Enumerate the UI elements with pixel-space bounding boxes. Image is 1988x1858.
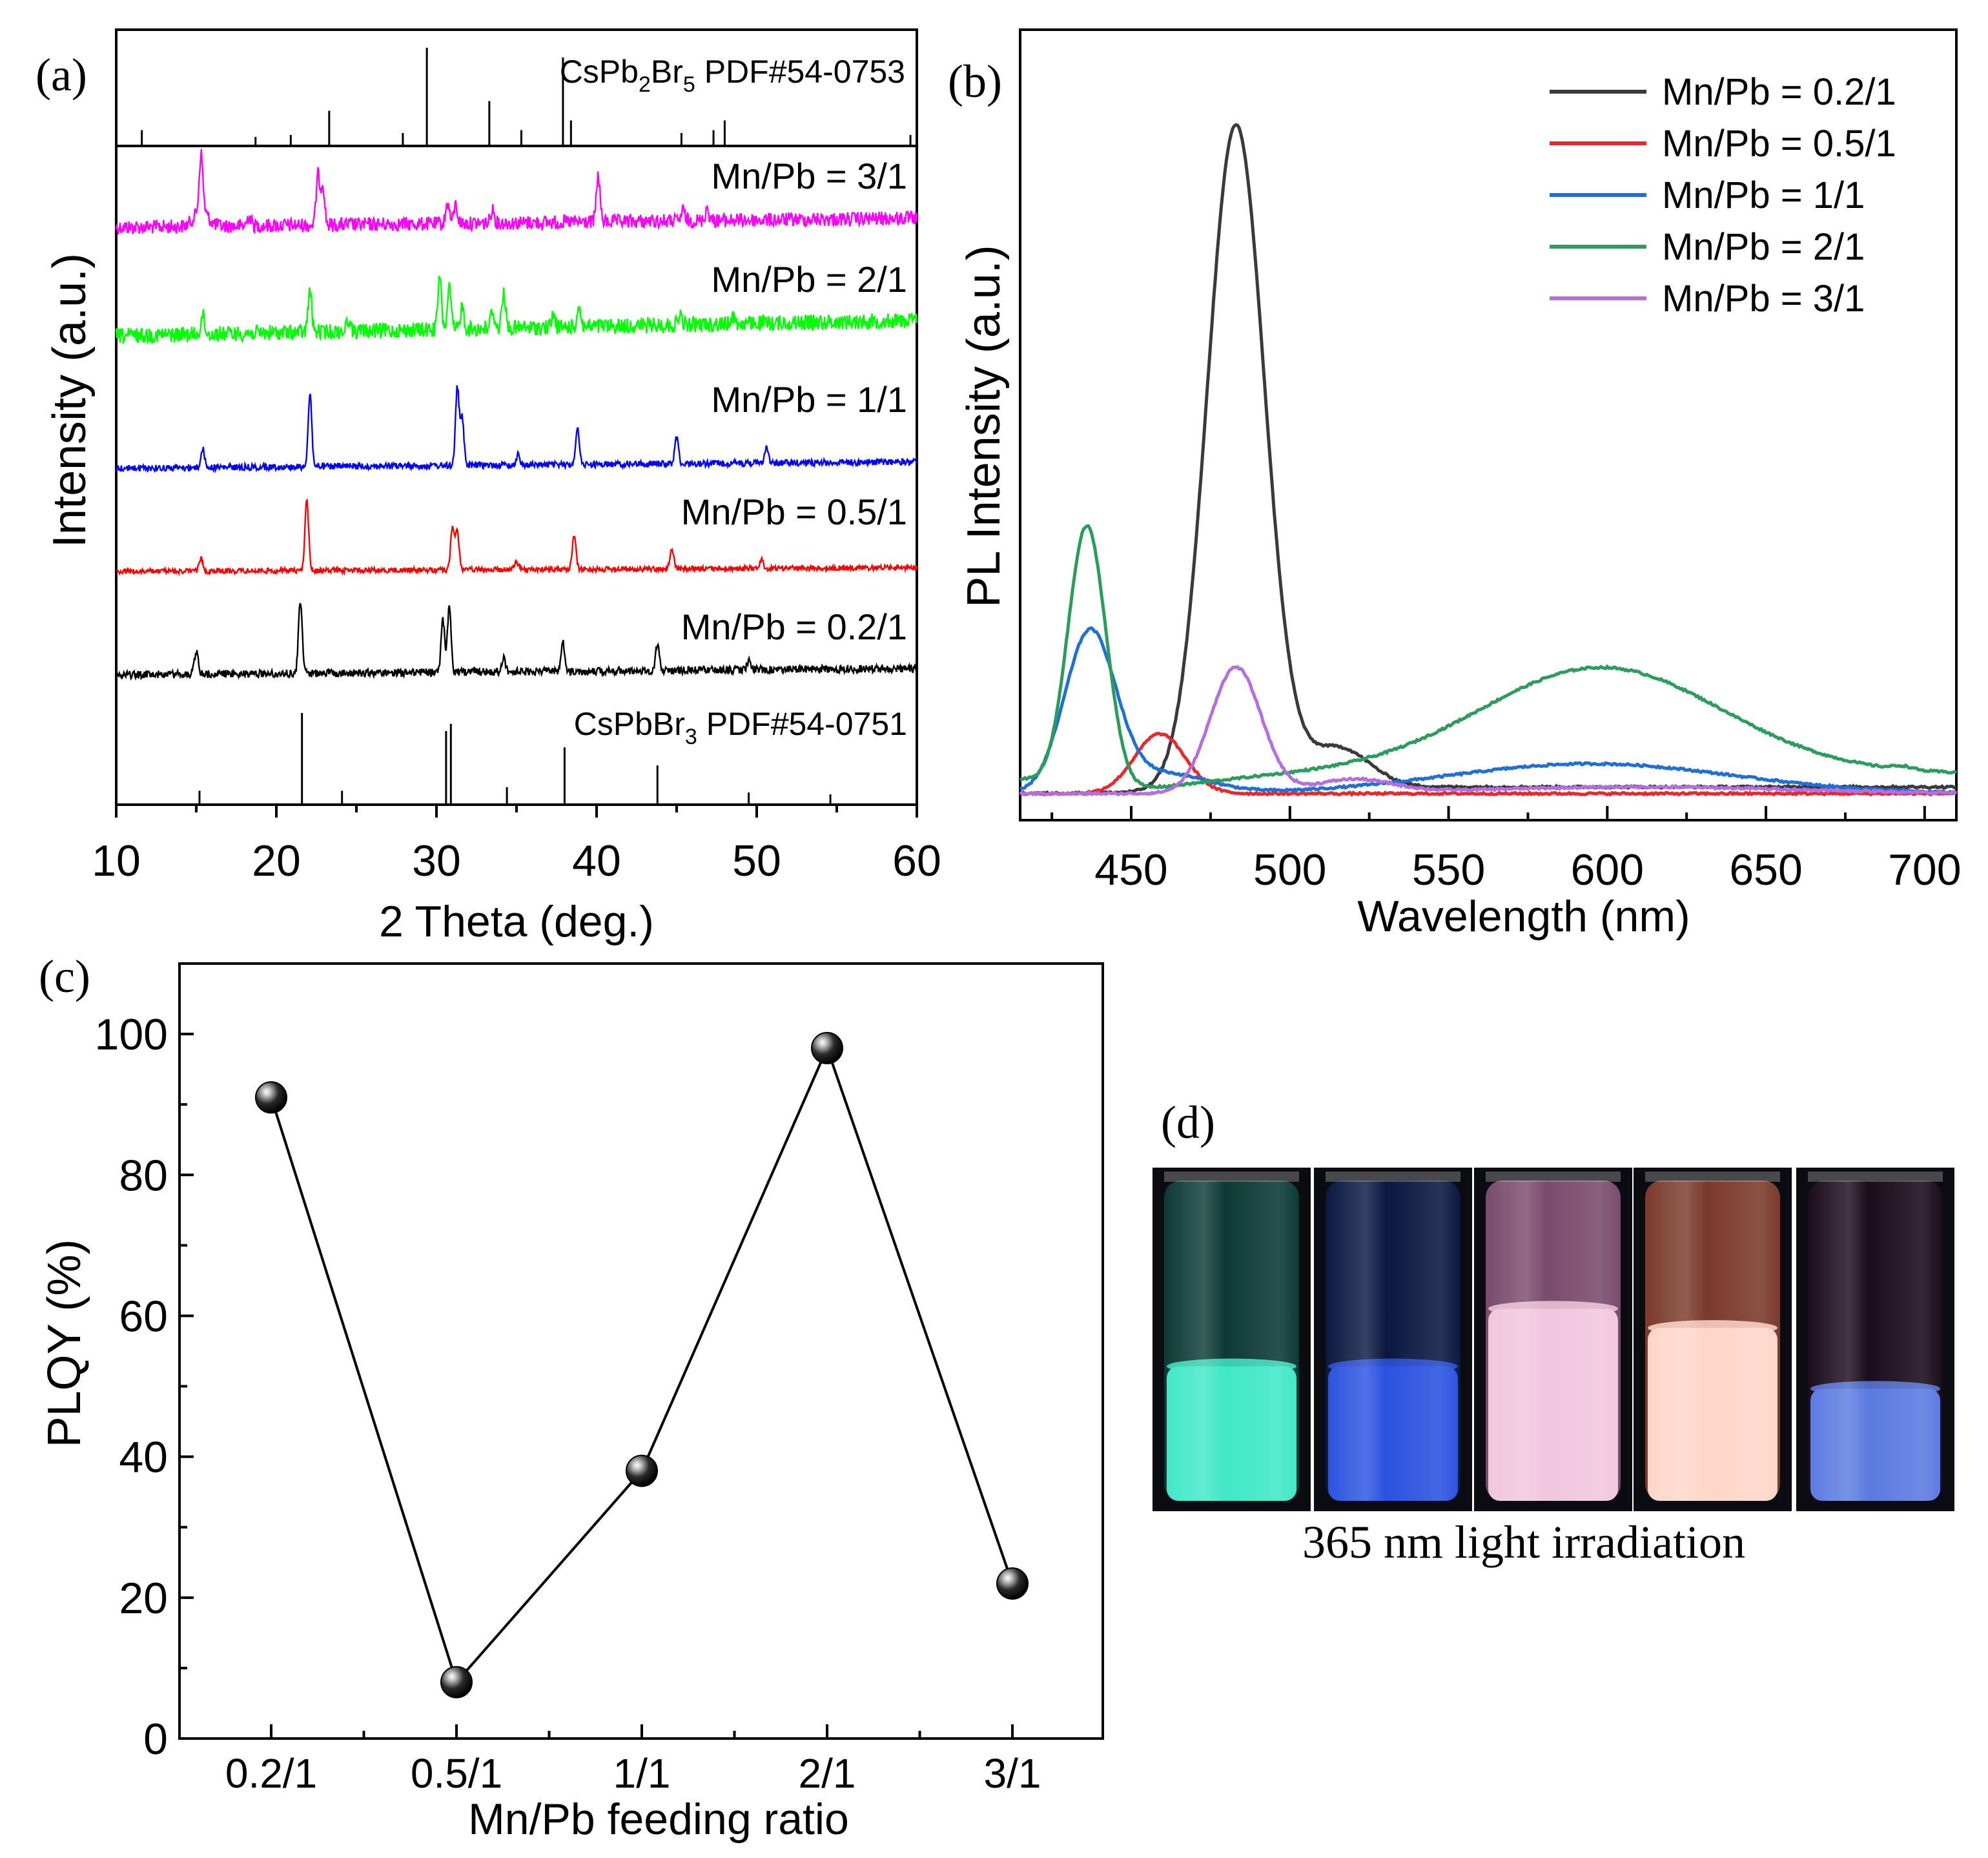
a-tick-label-40: 40	[572, 836, 621, 885]
panel-b-frame	[1019, 28, 1958, 821]
legend-label-2: Mn/Pb = 1/1	[1662, 174, 1865, 216]
c-ytick-label-20: 20	[119, 1574, 168, 1623]
pl-legend: Mn/Pb = 0.2/1 Mn/Pb = 0.5/1 Mn/Pb = 1/1 Mn/…	[1550, 71, 1896, 320]
vial-mn-0.2	[1153, 1168, 1311, 1511]
panel-d-caption: 365 nm light irradiation	[1302, 1516, 1745, 1568]
vial-mn-3-shine	[1808, 1181, 1943, 1501]
vial-mn-1-shine	[1486, 1181, 1621, 1501]
vial-mn-0.5	[1314, 1168, 1472, 1511]
c-xtick-label-2: 1/1	[613, 1750, 671, 1797]
plqy-point-3	[811, 1031, 843, 1064]
c-ytick-label-80: 80	[119, 1151, 168, 1200]
c-xtick-label-0: 0.2/1	[225, 1750, 317, 1797]
panel-a-label: (a)	[36, 49, 87, 101]
a-tick-label-60: 60	[892, 836, 941, 885]
plqy-point-0	[255, 1081, 287, 1114]
c-ytick-label-0: 0	[143, 1715, 168, 1764]
xrd-trace-labels: Mn/Pb = 3/1 Mn/Pb = 2/1 Mn/Pb = 1/1 Mn/Pb =…	[681, 156, 907, 647]
plqy-points	[255, 1031, 1029, 1698]
panel-c-x-label: Mn/Pb feeding ratio	[468, 1795, 849, 1844]
panel-b-label: (b)	[948, 56, 1002, 107]
plqy-point-4	[996, 1567, 1029, 1600]
b-tick-label-450: 450	[1094, 845, 1167, 894]
xrd-trace-label-0: Mn/Pb = 3/1	[711, 156, 907, 196]
b-tick-label-700: 700	[1888, 845, 1961, 894]
vial-photos	[1153, 1168, 1954, 1511]
vial-mn-0.5-shine	[1326, 1181, 1460, 1501]
xrd-trace-label-3: Mn/Pb = 0.5/1	[681, 491, 907, 532]
ref-bottom-label: CsPbBr3 PDF#54-0751	[574, 706, 907, 749]
xrd-trace-label-4: Mn/Pb = 0.2/1	[681, 606, 907, 647]
plqy-segment-0	[270, 1097, 458, 1683]
panel-c: (c) 0 20 40 60 80 100 0.2/1 0.5/1 1/1 2/1 3/1 Mn/P…	[39, 951, 1104, 1844]
a-tick-label-10: 10	[92, 836, 141, 885]
b-tick-label-550: 550	[1412, 845, 1485, 894]
vial-mn-1	[1474, 1168, 1632, 1511]
panel-a-x-label: 2 Theta (deg.)	[379, 897, 654, 946]
c-ytick-label-100: 100	[95, 1010, 168, 1059]
pl-trace-1	[1019, 732, 1957, 798]
xrd-trace-3	[116, 498, 918, 577]
legend-label-4: Mn/Pb = 3/1	[1662, 278, 1865, 320]
c-xtick-label-4: 3/1	[984, 1750, 1041, 1797]
panel-d-label: (d)	[1161, 1097, 1215, 1148]
panel-a: (a) Mn/Pb = 3/1Mn/Pb = 2/1Mn/Pb = 1/1Mn/…	[36, 28, 941, 946]
b-tick-label-500: 500	[1253, 845, 1326, 894]
panel-c-y-label: PLQY (%)	[39, 1239, 90, 1448]
panel-a-x-axis: 10 20 30 40 50 60	[92, 805, 941, 885]
pl-trace-3	[1019, 524, 1958, 790]
panel-c-label: (c)	[39, 951, 90, 1002]
pl-traces	[1019, 123, 1958, 798]
panel-b-y-label: PL Intensity (a.u.)	[958, 245, 1010, 608]
xrd-trace-0	[115, 149, 918, 235]
panel-b-x-axis: 450 500 550 600 650 700	[1050, 806, 1962, 894]
a-tick-label-50: 50	[732, 836, 781, 885]
panel-b-x-label: Wavelength (nm)	[1357, 892, 1690, 941]
panel-c-axes: 0 20 40 60 80 100 0.2/1 0.5/1 1/1 2/1 3/1	[95, 962, 1041, 1797]
c-ytick-label-60: 60	[119, 1292, 168, 1341]
plqy-segment-1	[455, 1470, 643, 1684]
b-tick-label-600: 600	[1571, 845, 1644, 894]
plqy-segment-2	[640, 1048, 828, 1472]
xrd-trace-label-1: Mn/Pb = 2/1	[711, 259, 907, 300]
b-tick-label-650: 650	[1729, 845, 1802, 894]
panel-c-frame	[178, 962, 1104, 1740]
vial-mn-1-rim	[1486, 1172, 1621, 1182]
vial-mn-0.5-rim	[1326, 1172, 1460, 1182]
xrd-trace-2	[115, 385, 918, 473]
vial-mn-2-rim	[1645, 1172, 1780, 1182]
plqy-point-2	[626, 1454, 658, 1487]
legend-label-3: Mn/Pb = 2/1	[1662, 226, 1865, 268]
vial-mn-0.2-shine	[1164, 1181, 1299, 1501]
ref-top-sticks	[141, 48, 912, 145]
c-xtick-label-3: 2/1	[799, 1750, 856, 1797]
vial-mn-2-shine	[1645, 1181, 1780, 1501]
xrd-traces	[115, 149, 918, 681]
plqy-segment-3	[826, 1048, 1014, 1584]
legend-label-1: Mn/Pb = 0.5/1	[1662, 123, 1896, 165]
ref-bottom-sticks	[198, 713, 832, 803]
pl-trace-0	[1020, 123, 1957, 796]
vial-mn-0.2-rim	[1164, 1172, 1299, 1182]
ref-top-label: CsPb2Br5 PDF#54-0753	[560, 54, 905, 97]
xrd-trace-4	[115, 602, 918, 681]
pl-trace-4	[1019, 665, 1958, 797]
vial-mn-2	[1634, 1168, 1792, 1511]
panel-d: (d) 365 nm light irradiation	[1153, 1097, 1954, 1568]
a-tick-label-20: 20	[252, 836, 301, 885]
a-tick-label-30: 30	[412, 836, 461, 885]
vial-mn-3	[1796, 1168, 1954, 1511]
c-xtick-label-1: 0.5/1	[411, 1750, 502, 1797]
c-ytick-label-40: 40	[119, 1433, 168, 1482]
panel-b: (b) Mn/Pb = 0.2/1 Mn/Pb = 0.5/1 Mn/Pb = 1/…	[948, 28, 1962, 941]
plqy-point-1	[440, 1666, 473, 1698]
panel-a-y-label: Intensity (a.u.)	[44, 253, 96, 548]
pl-trace-2	[1020, 626, 1957, 796]
vial-mn-3-rim	[1808, 1172, 1943, 1182]
xrd-trace-label-2: Mn/Pb = 1/1	[711, 379, 907, 420]
legend-label-0: Mn/Pb = 0.2/1	[1662, 71, 1896, 113]
plqy-connector-lines	[270, 1048, 1014, 1684]
xrd-trace-1	[115, 275, 918, 346]
